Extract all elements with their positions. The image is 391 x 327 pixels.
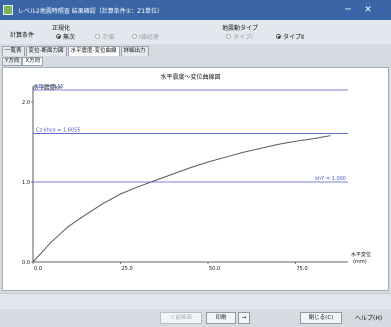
close-button[interactable]: 閉じる(C): [300, 312, 342, 324]
back-button[interactable]: ＜前画面: [160, 312, 202, 324]
normalize-option-2[interactable]: Ⅰ値処理: [132, 32, 159, 41]
normalize-option-1[interactable]: 次値: [95, 32, 114, 41]
title-bar: レベル2地震時照査 結果確認（計算条件①：Z1単位） ─ ✕: [0, 0, 391, 20]
x-tick-label: 25.0: [122, 266, 133, 272]
app-icon: [3, 5, 13, 15]
radio-icon: [276, 34, 281, 39]
radio-icon: [226, 34, 231, 39]
series-line: [32, 135, 331, 263]
x-axis-unit: (mm): [353, 259, 367, 265]
normalize-label: 正規化: [52, 25, 71, 32]
settings-panel: 計算条件 正規化 無次 次値 Ⅰ値処理 地震動タイプ タイプⅠ タイプⅡ: [0, 20, 391, 44]
print-button[interactable]: 印刷: [206, 312, 236, 324]
button-bar: ＜前画面 印刷 → 閉じる(C) ヘルプ(H): [0, 309, 391, 327]
tab-y-direction[interactable]: Y方向: [2, 57, 23, 66]
tab-detail-output[interactable]: 詳細出力: [120, 46, 149, 56]
close-icon[interactable]: ✕: [364, 5, 372, 15]
tab-list[interactable]: 一覧表: [2, 46, 25, 56]
ground-motion-label: 地震動タイプ: [222, 25, 259, 32]
calc-condition-label: 計算条件: [10, 32, 35, 39]
radio-icon: [56, 34, 61, 39]
tab-x-direction[interactable]: X方向: [22, 57, 44, 66]
help-button[interactable]: ヘルプ(H): [355, 315, 383, 322]
y-axis-label: 水平震度kh: [33, 83, 62, 91]
window-title: レベル2地震時照査 結果確認（計算条件①：Z1単位）: [18, 8, 164, 15]
reference-line-label: khp = 2.15: [36, 84, 64, 90]
y-tick-label: 2.0: [22, 100, 30, 106]
ground-motion-option-1[interactable]: タイプⅡ: [276, 32, 304, 41]
chart-panel: 水平震度～変位曲線図水平震度kh 水平変位 (mm) 0.0 25.0 50.0 75.0 0…: [2, 67, 389, 291]
x-axis-label: 水平変位: [351, 251, 371, 258]
radio-icon: [95, 34, 100, 39]
y-tick-label: 0.0: [22, 260, 30, 266]
direction-tabs: Y方向 X方向: [2, 57, 44, 66]
radio-icon: [132, 34, 137, 39]
normalize-option-0[interactable]: 無次: [56, 32, 75, 41]
minimize-icon[interactable]: ─: [345, 5, 351, 15]
reference-line-label: khY = 1.000: [315, 176, 346, 182]
x-tick-label: 75.0: [297, 266, 308, 272]
ground-motion-option-0[interactable]: タイプⅠ: [226, 32, 253, 41]
tab-displacement-force[interactable]: 変位-断面力図: [25, 46, 67, 56]
reference-line-label: Cz·khco = 1.6055: [36, 128, 80, 134]
y-tick-label: 1.0: [22, 180, 30, 186]
chart-title: 水平震度～変位曲線図: [160, 73, 220, 81]
x-tick-label: 0.0: [34, 266, 42, 272]
tab-seismic-curve[interactable]: 水平震度-変位曲線: [67, 46, 120, 56]
next-button[interactable]: →: [238, 312, 250, 324]
status-bar: [0, 293, 391, 309]
x-tick-label: 50.0: [209, 266, 220, 272]
main-tabs: 一覧表 変位-断面力図 水平震度-変位曲線 詳細出力: [2, 46, 150, 56]
